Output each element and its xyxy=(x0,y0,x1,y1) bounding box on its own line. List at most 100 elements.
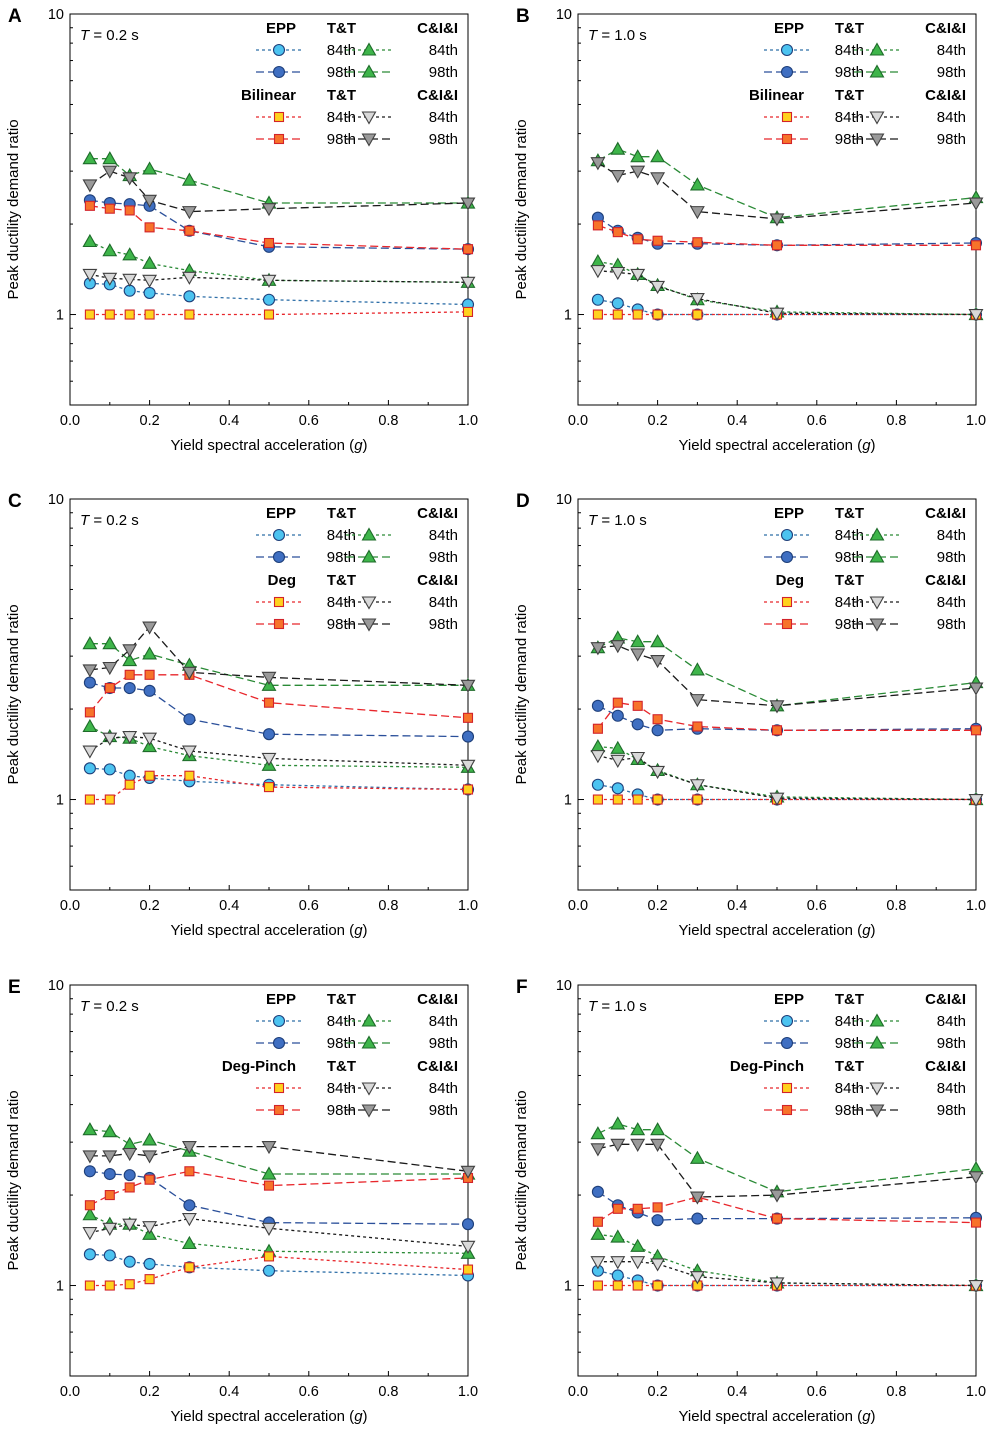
x-axis-label-paren: ( xyxy=(853,1408,862,1425)
series xyxy=(84,669,474,723)
legend-entry: 84th xyxy=(764,527,864,544)
period-equals: = xyxy=(89,998,106,1015)
data-point xyxy=(970,1217,982,1228)
x-axis-label: Yield spectral acceleration (g) xyxy=(170,437,367,454)
legend-label: 84th xyxy=(937,109,966,126)
data-point xyxy=(123,1169,136,1182)
data-point xyxy=(261,203,277,217)
data-point xyxy=(261,671,277,685)
legend-label: 98th xyxy=(835,1035,864,1052)
data-point xyxy=(610,1229,626,1243)
x-tick-label: 0.4 xyxy=(727,898,747,914)
legend-marker xyxy=(273,618,285,630)
legend-entry: 84th xyxy=(346,109,458,126)
legend-label: 84th xyxy=(429,1080,458,1097)
x-tick-label: 0.4 xyxy=(219,1384,239,1400)
data-point xyxy=(650,280,666,295)
series xyxy=(592,220,982,251)
period-symbol: T xyxy=(588,998,599,1015)
data-point xyxy=(103,763,116,776)
data-point xyxy=(591,293,604,306)
legend-label: 98th xyxy=(429,64,458,81)
legend-entry: 84th xyxy=(854,1013,966,1030)
legend-header: Bilinear xyxy=(749,87,804,104)
legend-label: 84th xyxy=(937,527,966,544)
data-point xyxy=(122,273,138,287)
x-axis-label-close: ) xyxy=(363,922,368,939)
legend-header: T&T xyxy=(835,991,864,1008)
legend-header: C&I&I xyxy=(925,991,966,1008)
x-tick-label: 0.2 xyxy=(648,898,668,914)
legend-label: 98th xyxy=(937,616,966,633)
legend-header: T&T xyxy=(327,1058,356,1075)
x-axis-label: Yield spectral acceleration (g) xyxy=(678,437,875,454)
legend-marker xyxy=(869,596,885,610)
series xyxy=(590,265,984,323)
plot-frame xyxy=(69,498,469,891)
data-point xyxy=(590,265,606,279)
y-tick-label: 1 xyxy=(56,308,64,324)
legend-entry: 98th xyxy=(256,1102,356,1119)
legend-header: C&I&I xyxy=(417,991,458,1008)
data-point xyxy=(651,1214,664,1227)
data-point xyxy=(102,243,118,257)
data-point xyxy=(261,274,277,288)
legend: EPP T&T C&I&I Bilinear T&T C&I&I 84th 98th 84th 9… xyxy=(241,20,458,148)
period-label: T = 0.2 s xyxy=(80,27,139,44)
data-point xyxy=(142,646,158,660)
legend-entry: 84th xyxy=(256,109,356,126)
x-tick-label: 0.6 xyxy=(299,898,319,914)
data-point xyxy=(591,1185,604,1198)
series xyxy=(591,778,983,806)
legend-entry: 98th xyxy=(346,1102,458,1119)
x-tick-label: 0.4 xyxy=(727,413,747,429)
data-point xyxy=(689,779,705,793)
data-point xyxy=(689,177,705,191)
legend-header: C&I&I xyxy=(925,572,966,589)
series xyxy=(590,253,984,321)
legend-marker xyxy=(361,1013,377,1027)
data-point xyxy=(590,1256,606,1270)
series xyxy=(590,640,984,714)
x-tick-label: 0.8 xyxy=(886,413,906,429)
data-point xyxy=(144,770,155,781)
legend-label: 98th xyxy=(937,1035,966,1052)
data-point xyxy=(122,1147,138,1162)
data-point xyxy=(610,266,626,281)
legend-marker xyxy=(361,1104,377,1118)
data-point xyxy=(181,271,197,285)
x-axis-label-close: ) xyxy=(363,1408,368,1425)
legend-entry: 98th xyxy=(256,1035,356,1052)
legend-marker xyxy=(273,1104,285,1116)
series xyxy=(82,1141,476,1179)
legend-entry: 84th xyxy=(764,109,864,126)
data-point xyxy=(590,157,606,171)
legend-entry: 84th xyxy=(764,42,864,59)
data-point xyxy=(263,697,275,708)
plot-frame xyxy=(577,498,977,891)
data-point xyxy=(650,765,666,780)
data-point xyxy=(612,227,623,238)
data-point xyxy=(650,149,666,163)
legend-entry: 98th xyxy=(346,1035,458,1052)
legend-entry: 98th xyxy=(256,549,356,566)
panel-a: A 0.0 0.2 0.4 0.6 0.8 1.0 1 10 Yield spectral acc… xyxy=(5,6,478,454)
legend-header: T&T xyxy=(327,572,356,589)
data-point xyxy=(650,172,666,186)
legend-entry: 98th xyxy=(256,616,356,633)
data-point xyxy=(632,1280,643,1291)
data-point xyxy=(610,754,626,768)
data-point xyxy=(612,309,623,320)
legend-entry: 98th xyxy=(854,131,966,148)
data-point xyxy=(611,297,624,310)
legend-header: C&I&I xyxy=(925,505,966,522)
x-tick-label: 0.0 xyxy=(568,413,588,429)
data-point xyxy=(652,1280,663,1291)
legend-marker xyxy=(361,133,377,147)
legend-label: 98th xyxy=(937,131,966,148)
panel-e: E 0.0 0.2 0.4 0.6 0.8 1.0 1 10 Yield spectral acc… xyxy=(5,977,478,1425)
data-point xyxy=(142,621,158,635)
series xyxy=(84,1251,474,1291)
x-tick-label: 0.2 xyxy=(648,413,668,429)
legend-label: 84th xyxy=(327,594,356,611)
